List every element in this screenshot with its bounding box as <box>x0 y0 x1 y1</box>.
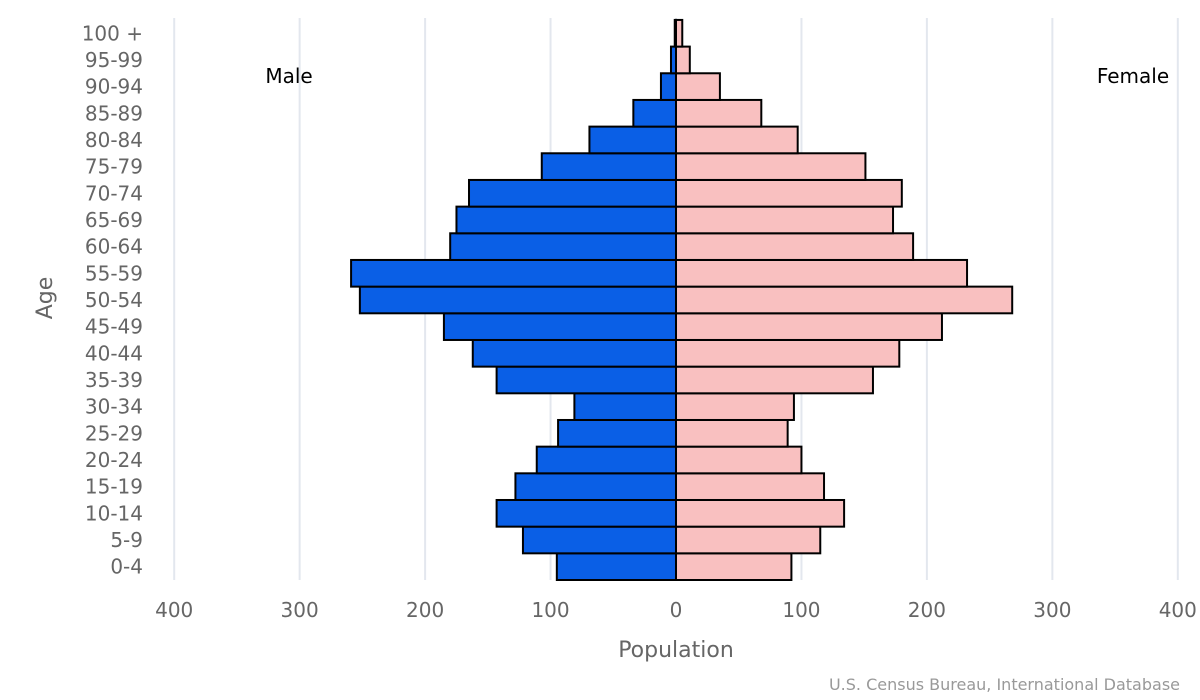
male-bar <box>455 205 677 235</box>
x-tick-labels: 400 300 200 100 0 100 200 300 400 <box>155 598 1197 622</box>
male-bar <box>442 312 678 341</box>
female-bar <box>675 498 846 528</box>
source-credit: U.S. Census Bureau, International Databa… <box>829 675 1180 694</box>
female-bar <box>675 98 763 128</box>
x-tick-label: 300 <box>281 598 319 622</box>
x-tick-label: 200 <box>406 598 444 622</box>
female-bar <box>675 232 915 261</box>
female-bar <box>675 552 793 582</box>
female-bar <box>675 205 895 235</box>
male-bar <box>514 472 678 501</box>
male-bar <box>540 152 677 181</box>
female-bar <box>675 18 684 48</box>
age-group-label: 70-74 <box>85 181 143 205</box>
male-bar <box>632 98 677 128</box>
x-axis-title: Population <box>618 638 734 663</box>
age-group-label: 90-94 <box>85 75 143 99</box>
age-group-label: 60-64 <box>85 235 143 259</box>
male-bar <box>557 418 678 448</box>
age-group-label: 65-69 <box>85 208 143 232</box>
age-group-label: 35-39 <box>85 368 143 392</box>
male-bar <box>495 498 677 528</box>
y-axis-title: Age <box>33 277 58 320</box>
x-tick-label: 0 <box>670 598 683 622</box>
x-tick-label: 400 <box>155 598 193 622</box>
male-label: Male <box>265 64 312 88</box>
male-bar <box>535 445 677 475</box>
bars <box>350 18 1014 582</box>
female-bar <box>675 125 799 155</box>
female-bar <box>675 445 803 475</box>
female-bar <box>675 312 943 341</box>
age-group-label: 15-19 <box>85 475 143 499</box>
female-bar <box>675 72 721 101</box>
male-bar <box>471 338 677 368</box>
age-group-label: 85-89 <box>85 101 143 125</box>
female-bar <box>675 178 903 208</box>
female-bar <box>675 45 691 75</box>
female-bar <box>675 285 1014 315</box>
age-group-label: 95-99 <box>85 48 143 72</box>
age-group-label: 50-54 <box>85 288 143 312</box>
x-tick-label: 400 <box>1159 598 1197 622</box>
male-bar <box>573 392 677 421</box>
age-group-label: 10-14 <box>85 501 143 525</box>
male-bar <box>555 552 678 582</box>
male-bar <box>468 178 677 208</box>
female-bar <box>675 472 826 501</box>
male-bar <box>449 232 677 261</box>
x-tick-label: 100 <box>531 598 569 622</box>
age-group-label: 80-84 <box>85 128 143 152</box>
female-bar <box>675 338 901 368</box>
age-group-label: 0-4 <box>110 555 143 579</box>
age-group-label: 30-34 <box>85 395 143 419</box>
age-group-label: 45-49 <box>85 315 143 339</box>
age-group-label: 25-29 <box>85 421 143 445</box>
age-group-label: 20-24 <box>85 448 143 472</box>
male-bar <box>358 285 677 315</box>
female-bar <box>675 258 969 288</box>
female-bar <box>675 152 867 181</box>
male-bar <box>659 72 677 101</box>
x-tick-label: 300 <box>1033 598 1071 622</box>
male-bar <box>350 258 677 288</box>
female-bar <box>675 365 874 395</box>
age-group-label: 75-79 <box>85 155 143 179</box>
male-bar <box>588 125 678 155</box>
age-group-label: 40-44 <box>85 341 143 365</box>
female-label: Female <box>1097 64 1169 88</box>
age-group-label: 5-9 <box>110 528 143 552</box>
male-bar <box>521 525 677 555</box>
age-group-label: 100 + <box>82 21 143 45</box>
x-tick-label: 200 <box>908 598 946 622</box>
x-tick-label: 100 <box>782 598 820 622</box>
female-bar <box>675 525 822 555</box>
female-bar <box>675 392 795 421</box>
age-group-label: 55-59 <box>85 261 143 285</box>
female-bar <box>675 418 789 448</box>
male-bar <box>495 365 677 395</box>
